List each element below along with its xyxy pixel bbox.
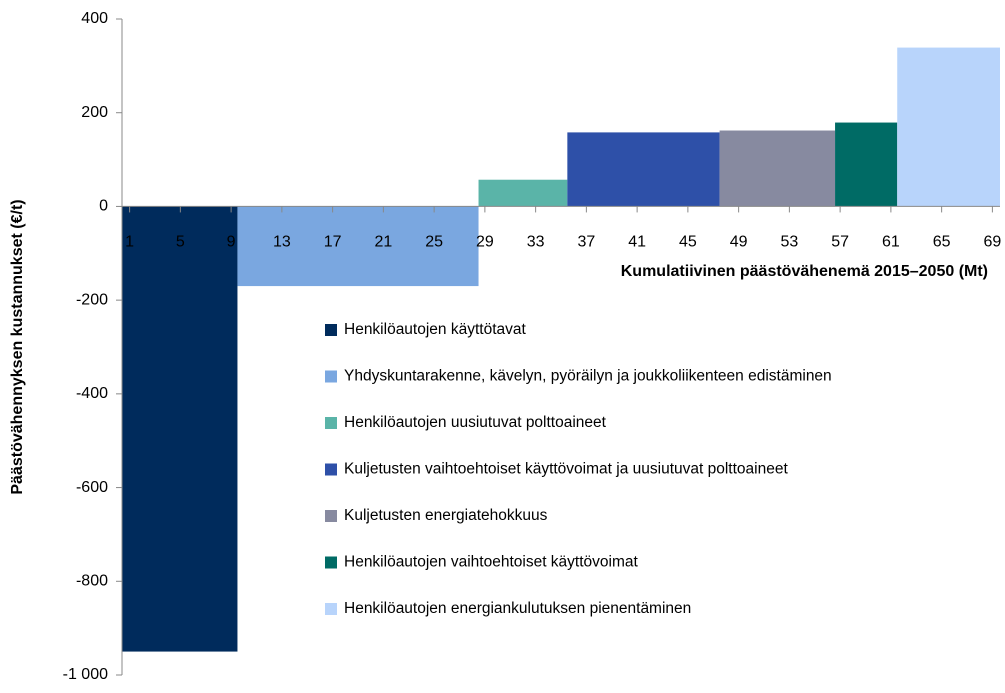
x-tick-label: 69 (983, 234, 1001, 251)
legend-swatch (325, 370, 337, 383)
legend-label: Yhdyskuntarakenne, kävelyn, pyöräilyn ja… (344, 368, 832, 385)
x-tick-label: 41 (628, 234, 646, 251)
legend-swatch (325, 556, 337, 569)
legend-label: Henkilöautojen vaihtoehtoiset käyttövoim… (344, 554, 639, 571)
x-tick-label: 53 (780, 234, 798, 251)
x-tick-label: 17 (324, 234, 342, 251)
bar (897, 47, 1000, 207)
y-tick-label: -800 (76, 573, 108, 590)
y-tick-label: -600 (76, 479, 108, 496)
bar (237, 206, 479, 287)
y-tick-label: -400 (76, 385, 108, 402)
x-tick-label: 29 (476, 234, 494, 251)
y-tick-label: 200 (81, 104, 108, 121)
bar (478, 179, 568, 207)
legend-label: Henkilöautojen energiankulutuksen pienen… (344, 600, 691, 617)
legend-swatch (325, 463, 337, 476)
y-tick-label: -1 000 (63, 666, 108, 683)
x-tick-label: 25 (425, 234, 443, 251)
x-tick-label: 65 (933, 234, 951, 251)
legend-label: Henkilöautojen käyttötavat (344, 321, 527, 338)
y-tick-label: -200 (76, 291, 108, 308)
x-tick-label: 13 (273, 234, 291, 251)
x-tick-label: 45 (679, 234, 697, 251)
legend-label: Kuljetusten vaihtoehtoiset käyttövoimat … (344, 461, 788, 478)
bar (835, 122, 898, 207)
y-axis-label: Päästövähennyksen kustannukset (€/t) (9, 199, 26, 494)
x-tick-label: 1 (125, 234, 134, 251)
legend-swatch (325, 510, 337, 522)
x-tick-label: 33 (527, 234, 545, 251)
y-tick-label: 400 (81, 10, 108, 27)
x-tick-label: 5 (176, 234, 185, 251)
x-tick-label: 37 (577, 234, 595, 251)
y-tick-label: 0 (99, 198, 108, 215)
x-tick-label: 57 (831, 234, 849, 251)
x-tick-label: 21 (374, 234, 392, 251)
x-axis-label: Kumulatiivinen päästövähenemä 2015–2050 … (621, 263, 988, 280)
x-tick-label: 49 (730, 234, 748, 251)
x-tick-label: 61 (882, 234, 900, 251)
x-tick-label: 9 (227, 234, 236, 251)
legend-swatch (325, 603, 337, 615)
legend-label: Henkilöautojen uusiutuvat polttoaineet (344, 414, 607, 431)
bar (719, 130, 836, 207)
bar (567, 132, 720, 207)
bar (122, 206, 238, 652)
legend-swatch (325, 417, 337, 429)
legend-label: Kuljetusten energiatehokkuus (344, 507, 548, 524)
legend-swatch (325, 324, 337, 336)
